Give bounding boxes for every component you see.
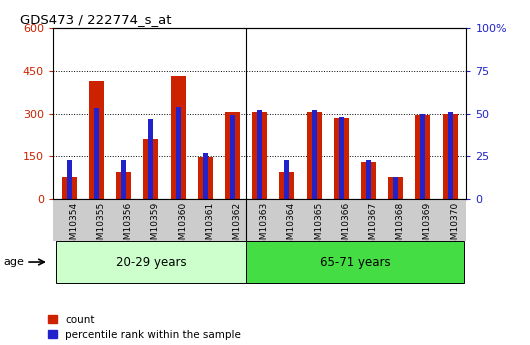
Text: GSM10360: GSM10360 [178,201,187,251]
Bar [94,108,99,199]
Bar [171,76,185,199]
Bar [67,160,72,199]
Bar [116,172,131,199]
Text: GSM10361: GSM10361 [205,201,214,251]
Bar [307,112,322,199]
Bar [334,118,349,199]
Bar [144,139,158,199]
Bar [225,112,240,199]
Bar [148,119,153,199]
Text: 20-29 years: 20-29 years [116,256,186,268]
Bar [366,160,371,199]
Bar [175,107,181,199]
Text: GSM10355: GSM10355 [96,201,105,251]
Bar [443,114,457,199]
Text: GSM10370: GSM10370 [450,201,459,251]
Bar [420,114,426,199]
Bar [56,241,246,283]
Bar [312,110,316,199]
Bar [121,160,126,199]
Text: GSM10366: GSM10366 [341,201,350,251]
Bar [285,160,289,199]
Text: GSM10364: GSM10364 [287,201,296,251]
Bar [89,81,104,199]
Bar [279,172,294,199]
Bar [203,153,208,199]
Text: GSM10362: GSM10362 [233,201,242,251]
Text: GSM10363: GSM10363 [260,201,269,251]
Text: GDS473 / 222774_s_at: GDS473 / 222774_s_at [20,13,171,27]
Bar [257,110,262,199]
Text: GSM10365: GSM10365 [314,201,323,251]
Bar [361,162,376,199]
Legend: count, percentile rank within the sample: count, percentile rank within the sample [48,315,241,340]
Text: GSM10368: GSM10368 [396,201,405,251]
Bar [198,157,213,199]
Bar [62,177,77,199]
Text: 65-71 years: 65-71 years [320,256,390,268]
Text: age: age [3,257,24,267]
Text: GSM10354: GSM10354 [69,201,78,251]
Text: GSM10356: GSM10356 [123,201,132,251]
Bar [448,112,453,199]
Text: GSM10369: GSM10369 [423,201,432,251]
Bar [416,115,430,199]
Bar [252,112,267,199]
Text: GSM10367: GSM10367 [368,201,377,251]
Bar [393,177,398,199]
Bar [339,117,344,199]
Bar [230,115,235,199]
Bar [246,241,464,283]
Text: GSM10359: GSM10359 [151,201,160,251]
Bar [388,177,403,199]
